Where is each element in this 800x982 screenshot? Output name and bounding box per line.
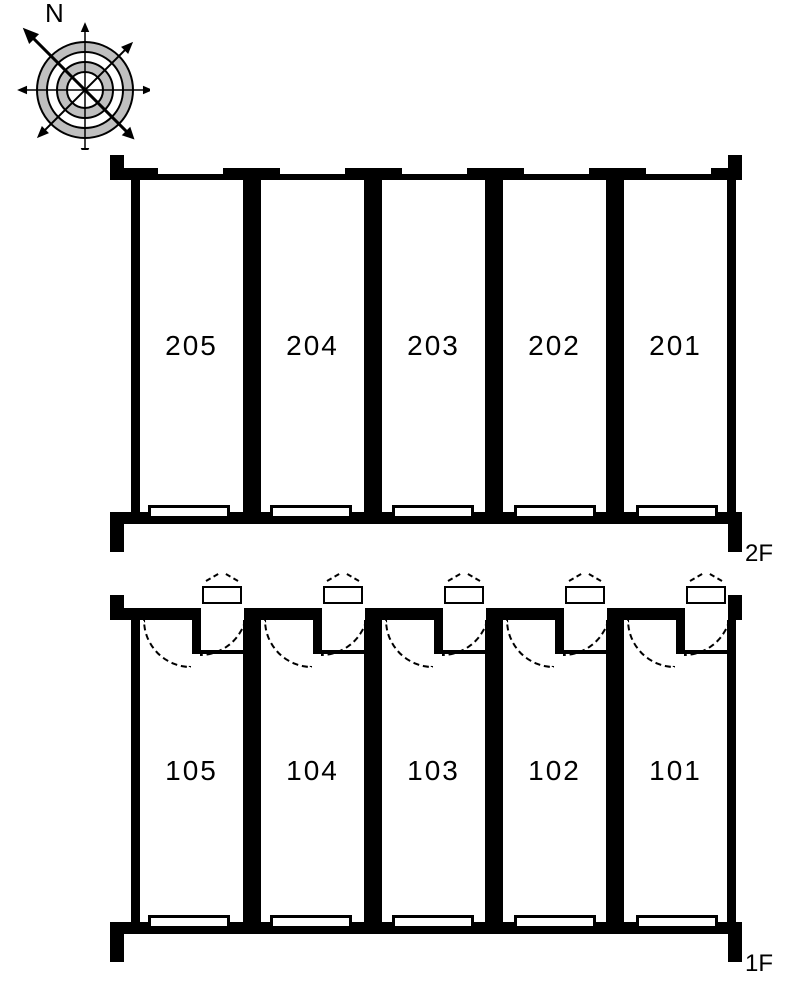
f1-cap-tr: [728, 595, 742, 608]
window-sill: [636, 915, 718, 929]
window-sill: [514, 505, 596, 519]
f2-cap-tr: [728, 155, 742, 168]
unit-201: 201: [615, 180, 736, 512]
floor-1-label: 1F: [745, 950, 773, 978]
window-sill: [514, 915, 596, 929]
unit-204: 204: [252, 180, 373, 512]
unit-203: 203: [373, 180, 494, 512]
mailbox-icon: [444, 586, 484, 604]
unit-label: 203: [382, 330, 485, 362]
unit-label: 202: [503, 330, 606, 362]
floor-plan: N 205204203202201 2F 1051041031021: [0, 0, 800, 982]
f2-cap-tl: [110, 155, 124, 168]
window-sill: [148, 915, 230, 929]
beam-notch: [158, 167, 223, 177]
unit-label: 102: [503, 755, 606, 787]
unit-101: 101: [615, 620, 736, 922]
compass-icon: N: [10, 0, 150, 150]
beam-notch: [280, 167, 345, 177]
window-sill: [392, 915, 474, 929]
f2-cap-br: [728, 524, 742, 552]
beam-notch: [646, 167, 711, 177]
beam-notch: [524, 167, 589, 177]
mailbox-icon: [565, 586, 605, 604]
mailbox-icon: [323, 586, 363, 604]
unit-202: 202: [494, 180, 615, 512]
unit-104: 104: [252, 620, 373, 922]
unit-label: 201: [624, 330, 727, 362]
beam-notch: [402, 167, 467, 177]
unit-label: 204: [261, 330, 364, 362]
f1-cap-tl: [110, 595, 124, 608]
unit-label: 205: [140, 330, 243, 362]
unit-205: 205: [131, 180, 252, 512]
unit-102: 102: [494, 620, 615, 922]
window-sill: [270, 505, 352, 519]
unit-103: 103: [373, 620, 494, 922]
f1-cap-br: [728, 934, 742, 962]
mailbox-icon: [202, 586, 242, 604]
compass-north-label: N: [45, 0, 64, 28]
f1-cap-bl: [110, 934, 124, 962]
window-sill: [636, 505, 718, 519]
f2-cap-bl: [110, 524, 124, 552]
floor-2-label: 2F: [745, 540, 773, 568]
window-sill: [392, 505, 474, 519]
mailbox-icon: [686, 586, 726, 604]
unit-label: 104: [261, 755, 364, 787]
unit-105: 105: [131, 620, 252, 922]
unit-label: 101: [624, 755, 727, 787]
unit-label: 105: [140, 755, 243, 787]
window-sill: [270, 915, 352, 929]
unit-label: 103: [382, 755, 485, 787]
window-sill: [148, 505, 230, 519]
